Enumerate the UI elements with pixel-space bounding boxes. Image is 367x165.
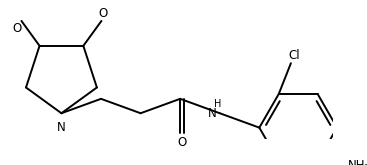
Text: O: O [177, 136, 186, 149]
Text: Cl: Cl [288, 49, 300, 62]
Text: O: O [98, 7, 108, 20]
Text: N: N [208, 107, 217, 120]
Text: O: O [12, 22, 21, 35]
Text: H: H [214, 99, 222, 109]
Text: NH₂: NH₂ [348, 159, 367, 165]
Text: N: N [57, 121, 66, 134]
